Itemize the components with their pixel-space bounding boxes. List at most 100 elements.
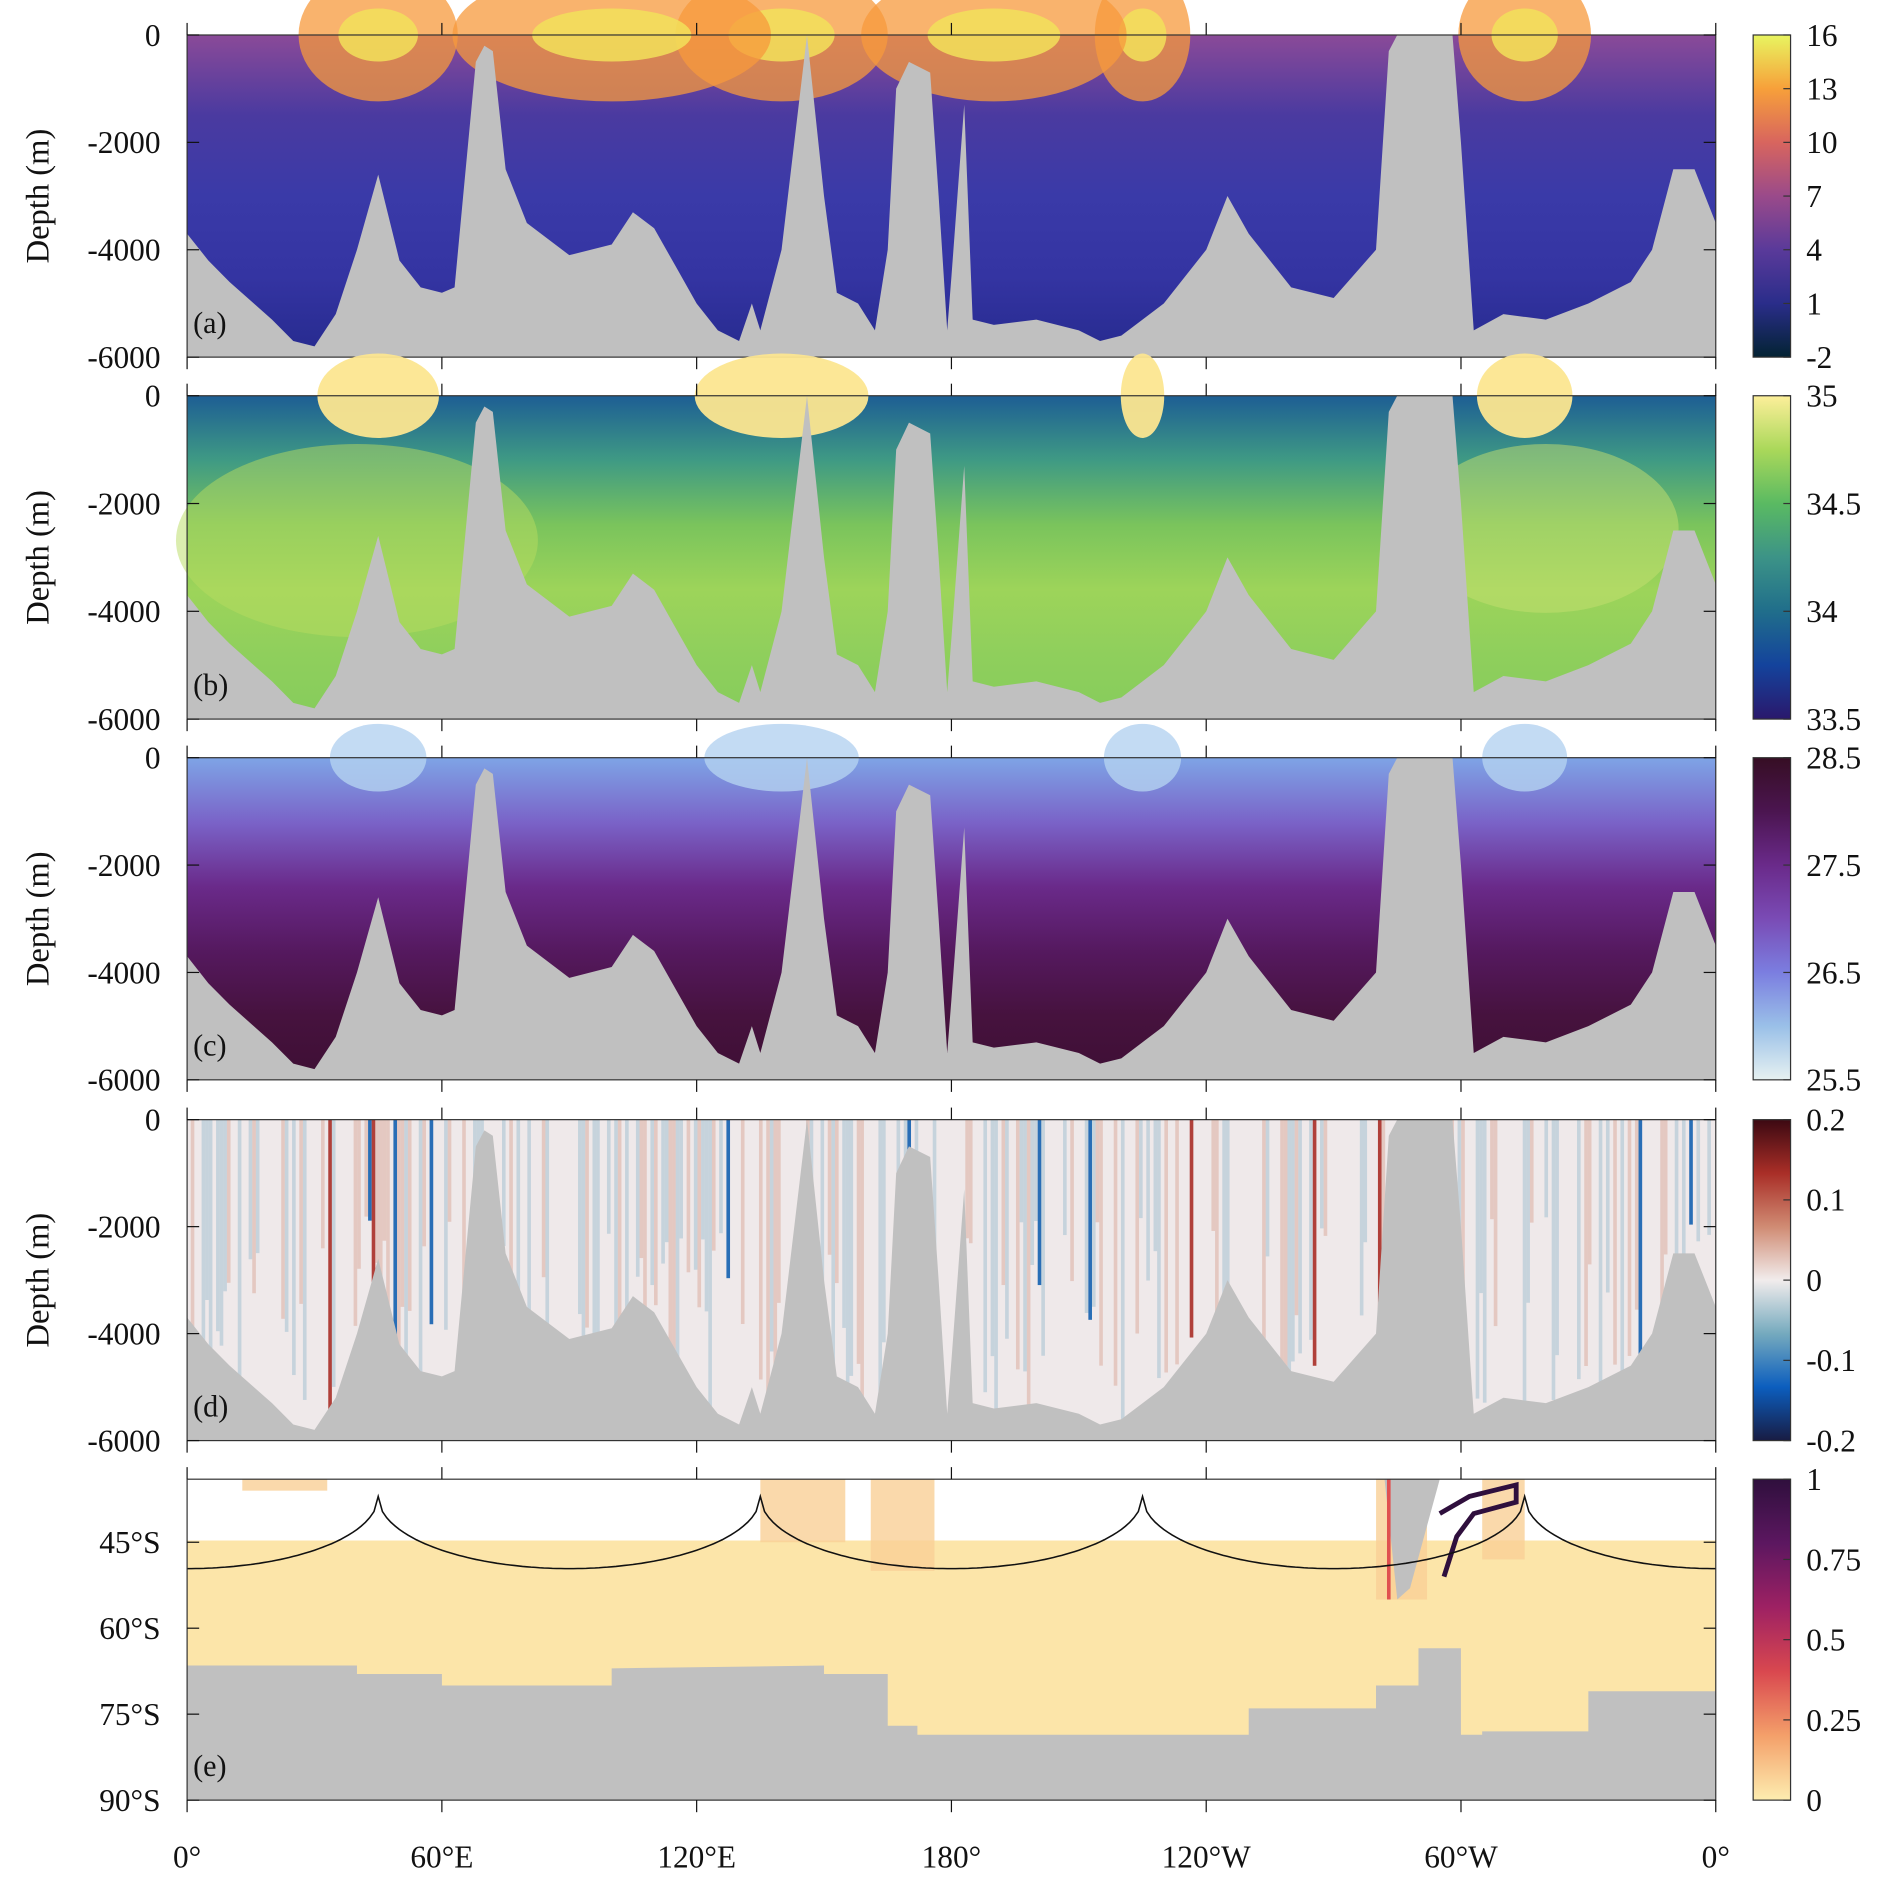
anomaly-stripe — [216, 1119, 220, 1332]
x-tick-label: 180° — [922, 1840, 982, 1875]
anomaly-stripe — [882, 1119, 886, 1343]
colorbar-tick-label: 16 — [1806, 18, 1837, 53]
x-tick-label: 60°W — [1424, 1840, 1498, 1875]
y-tick-label: 0 — [145, 1103, 161, 1138]
anomaly-stripe — [541, 1119, 546, 1278]
anomaly-stripe — [393, 1119, 398, 1431]
anomaly-stripe — [654, 1119, 658, 1306]
anomaly-stripe — [248, 1119, 253, 1260]
anomaly-stripe — [1157, 1119, 1161, 1379]
anomaly-stripe — [581, 1119, 586, 1365]
anomaly-stripe — [740, 1119, 745, 1324]
colorbar-tick-label: -0.1 — [1806, 1343, 1856, 1378]
y-tick-label: 0 — [145, 18, 161, 53]
anomaly-stripe — [400, 1119, 405, 1307]
fraction-high-edge — [1438, 1481, 1519, 1578]
anomaly-stripe — [292, 1119, 296, 1376]
y-axis-label: Depth (m) — [20, 490, 56, 625]
anomaly-stripe — [664, 1119, 669, 1243]
anomaly-stripe — [1041, 1119, 1045, 1356]
anomaly-stripe — [1095, 1119, 1100, 1223]
anomaly-stripe — [578, 1119, 582, 1315]
south-america-land — [1384, 1479, 1440, 1600]
anomaly-stripe — [281, 1119, 285, 1319]
x-tick-label: 60°E — [410, 1840, 473, 1875]
anomaly-stripe — [1696, 1119, 1701, 1242]
anomaly-stripe — [321, 1119, 325, 1249]
x-tick-label: 120°W — [1162, 1840, 1252, 1875]
anomaly-stripe — [1175, 1119, 1179, 1365]
anomaly-stripe — [596, 1119, 600, 1438]
anomaly-stripe — [606, 1119, 611, 1234]
anomaly-stripe — [1298, 1119, 1302, 1354]
x-tick-label: 120°E — [657, 1840, 736, 1875]
anomaly-stripe — [378, 1119, 383, 1374]
anomaly-stripe — [1139, 1119, 1143, 1219]
anomaly-stripe — [444, 1119, 448, 1330]
x-tick-label: 0° — [1702, 1840, 1730, 1875]
anomaly-stripe — [375, 1119, 379, 1263]
colorbar-tick-label: 0.5 — [1806, 1623, 1845, 1658]
y-tick-label: -2000 — [87, 1209, 160, 1244]
anomaly-stripe — [404, 1119, 408, 1356]
anomaly-stripe — [1689, 1119, 1693, 1225]
colorbar-tick-label: 35 — [1806, 379, 1837, 414]
anomaly-stripe — [766, 1119, 770, 1433]
anomaly-stripe — [1164, 1119, 1168, 1373]
anomaly-stripe — [386, 1119, 390, 1417]
colorbar-tick-label: 28.5 — [1806, 741, 1861, 776]
x-tick-label: 0° — [173, 1840, 201, 1875]
anomaly-stripe — [1135, 1119, 1140, 1334]
panel-a: 0 -2000 -4000 -6000 Depth (m) (a) 16 13 10 7 4 1 -2 — [20, 0, 1838, 375]
colorbar-tick-label: 0 — [1806, 1263, 1822, 1298]
anomaly-stripe — [357, 1119, 361, 1269]
anomaly-stripe — [1280, 1119, 1284, 1414]
anomaly-stripe — [1377, 1119, 1382, 1415]
anomaly-stripe — [1120, 1119, 1125, 1431]
anomaly-stripe — [672, 1119, 676, 1377]
anomaly-stripe — [1034, 1119, 1038, 1222]
anomaly-stripe — [1522, 1119, 1527, 1409]
y-tick-label: -4000 — [87, 1316, 160, 1351]
anomaly-stripe — [1605, 1119, 1610, 1293]
anomaly-stripe — [368, 1119, 372, 1221]
colorbar-tick-label: 25.5 — [1806, 1063, 1861, 1098]
anomaly-stripe — [516, 1119, 521, 1310]
anomaly-stripe — [592, 1119, 597, 1359]
bathymetry — [187, 34, 1716, 358]
anomaly-stripe — [418, 1119, 423, 1412]
anomaly-stripe — [1627, 1119, 1632, 1356]
anomaly-stripe — [842, 1119, 846, 1328]
anomaly-stripe — [397, 1119, 401, 1380]
y-tick-label: 0 — [145, 741, 161, 776]
anomaly-stripe — [255, 1119, 260, 1254]
fraction-patch — [242, 1479, 328, 1491]
anomaly-stripe — [1493, 1119, 1498, 1327]
anomaly-stripe — [708, 1119, 712, 1420]
anomaly-stripe — [856, 1119, 861, 1364]
y-tick-label: -2000 — [87, 125, 160, 160]
anomaly-stripe — [1222, 1119, 1226, 1367]
panel-label: (b) — [193, 668, 228, 702]
anomaly-stripe — [994, 1119, 998, 1434]
anomaly-stripe — [1359, 1119, 1364, 1316]
panel-label: (e) — [193, 1749, 226, 1783]
anomaly-stripe — [1479, 1119, 1483, 1294]
anomaly-stripe — [1146, 1119, 1150, 1281]
anomaly-stripe — [1291, 1119, 1295, 1362]
y-tick-label: 45°S — [99, 1525, 160, 1560]
panel-label: (d) — [193, 1389, 228, 1423]
y-tick-label: 60°S — [99, 1611, 160, 1646]
colorbar-tick-label: -0.2 — [1806, 1423, 1856, 1458]
anomaly-stripe — [726, 1119, 731, 1279]
anomaly-stripe — [719, 1119, 723, 1234]
anomaly-stripe — [1482, 1119, 1487, 1403]
colorbar-tick-label: 0.75 — [1806, 1542, 1861, 1577]
anomaly-stripe — [1019, 1119, 1024, 1223]
anomaly-stripe — [1544, 1119, 1549, 1218]
anomaly-stripe — [1015, 1119, 1020, 1370]
anomaly-stripe — [190, 1119, 195, 1380]
anomaly-stripe — [617, 1119, 622, 1396]
anomaly-stripe — [827, 1119, 832, 1255]
anomaly-stripe — [635, 1119, 640, 1277]
